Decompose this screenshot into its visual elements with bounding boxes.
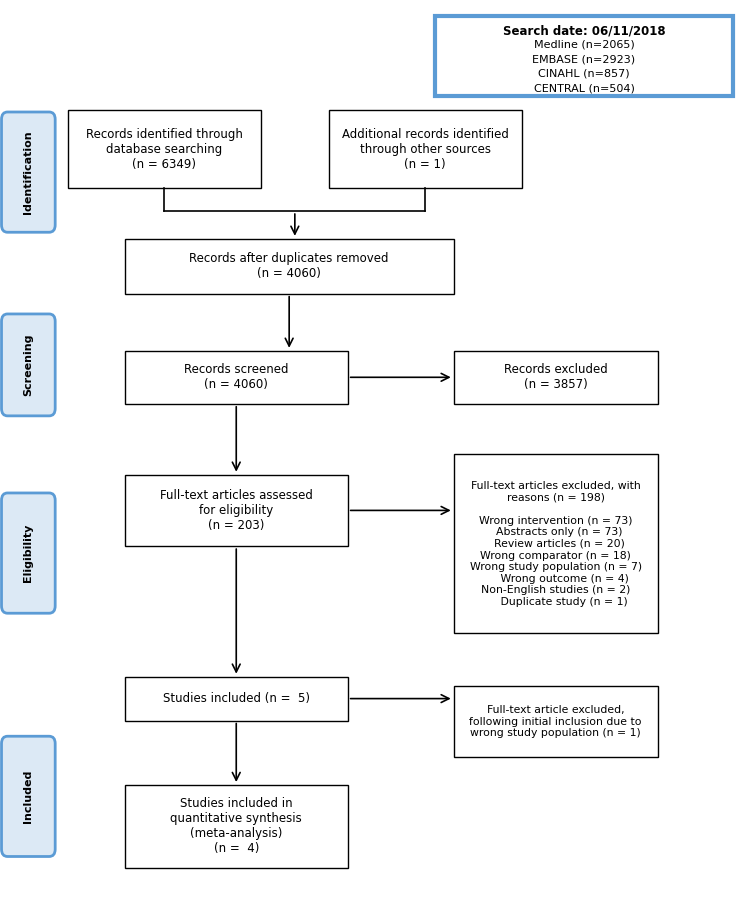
Text: Eligibility: Eligibility [23,524,33,582]
FancyBboxPatch shape [454,351,658,404]
Text: Full-text articles excluded, with
reasons (n = 198)

Wrong intervention (n = 73): Full-text articles excluded, with reason… [469,481,642,607]
Text: Records after duplicates removed
(n = 4060): Records after duplicates removed (n = 40… [190,252,389,280]
Text: CENTRAL (n=504): CENTRAL (n=504) [534,84,634,94]
Text: Studies included (n =  5): Studies included (n = 5) [163,692,310,705]
Text: Records excluded
(n = 3857): Records excluded (n = 3857) [503,364,608,391]
Text: Included: Included [23,769,33,823]
FancyBboxPatch shape [2,112,55,232]
FancyBboxPatch shape [329,110,522,188]
Text: Records identified through
database searching
(n = 6349): Records identified through database sear… [86,128,243,171]
Text: Medline (n=2065): Medline (n=2065) [534,39,634,50]
FancyBboxPatch shape [2,314,55,416]
Text: CINAHL (n=857): CINAHL (n=857) [538,69,630,79]
Text: Identification: Identification [23,130,33,214]
FancyBboxPatch shape [454,686,658,757]
Text: EMBASE (n=2923): EMBASE (n=2923) [532,54,636,64]
Text: Full-text article excluded,
following initial inclusion due to
wrong study popul: Full-text article excluded, following in… [469,705,642,738]
Text: Search date: 06/11/2018: Search date: 06/11/2018 [503,25,665,38]
FancyBboxPatch shape [125,677,348,721]
FancyBboxPatch shape [2,493,55,613]
FancyBboxPatch shape [125,239,454,294]
Text: Studies included in
quantitative synthesis
(meta-analysis)
(n =  4): Studies included in quantitative synthes… [170,797,302,856]
FancyBboxPatch shape [125,351,348,404]
FancyBboxPatch shape [125,785,348,868]
Text: Full-text articles assessed
for eligibility
(n = 203): Full-text articles assessed for eligibil… [160,489,313,532]
FancyBboxPatch shape [68,110,261,188]
Text: Additional records identified
through other sources
(n = 1): Additional records identified through ot… [342,128,509,171]
FancyBboxPatch shape [2,736,55,856]
Text: Screening: Screening [23,333,33,397]
FancyBboxPatch shape [125,475,348,546]
FancyBboxPatch shape [454,454,658,633]
Text: Records screened
(n = 4060): Records screened (n = 4060) [184,364,289,391]
FancyBboxPatch shape [435,16,733,96]
